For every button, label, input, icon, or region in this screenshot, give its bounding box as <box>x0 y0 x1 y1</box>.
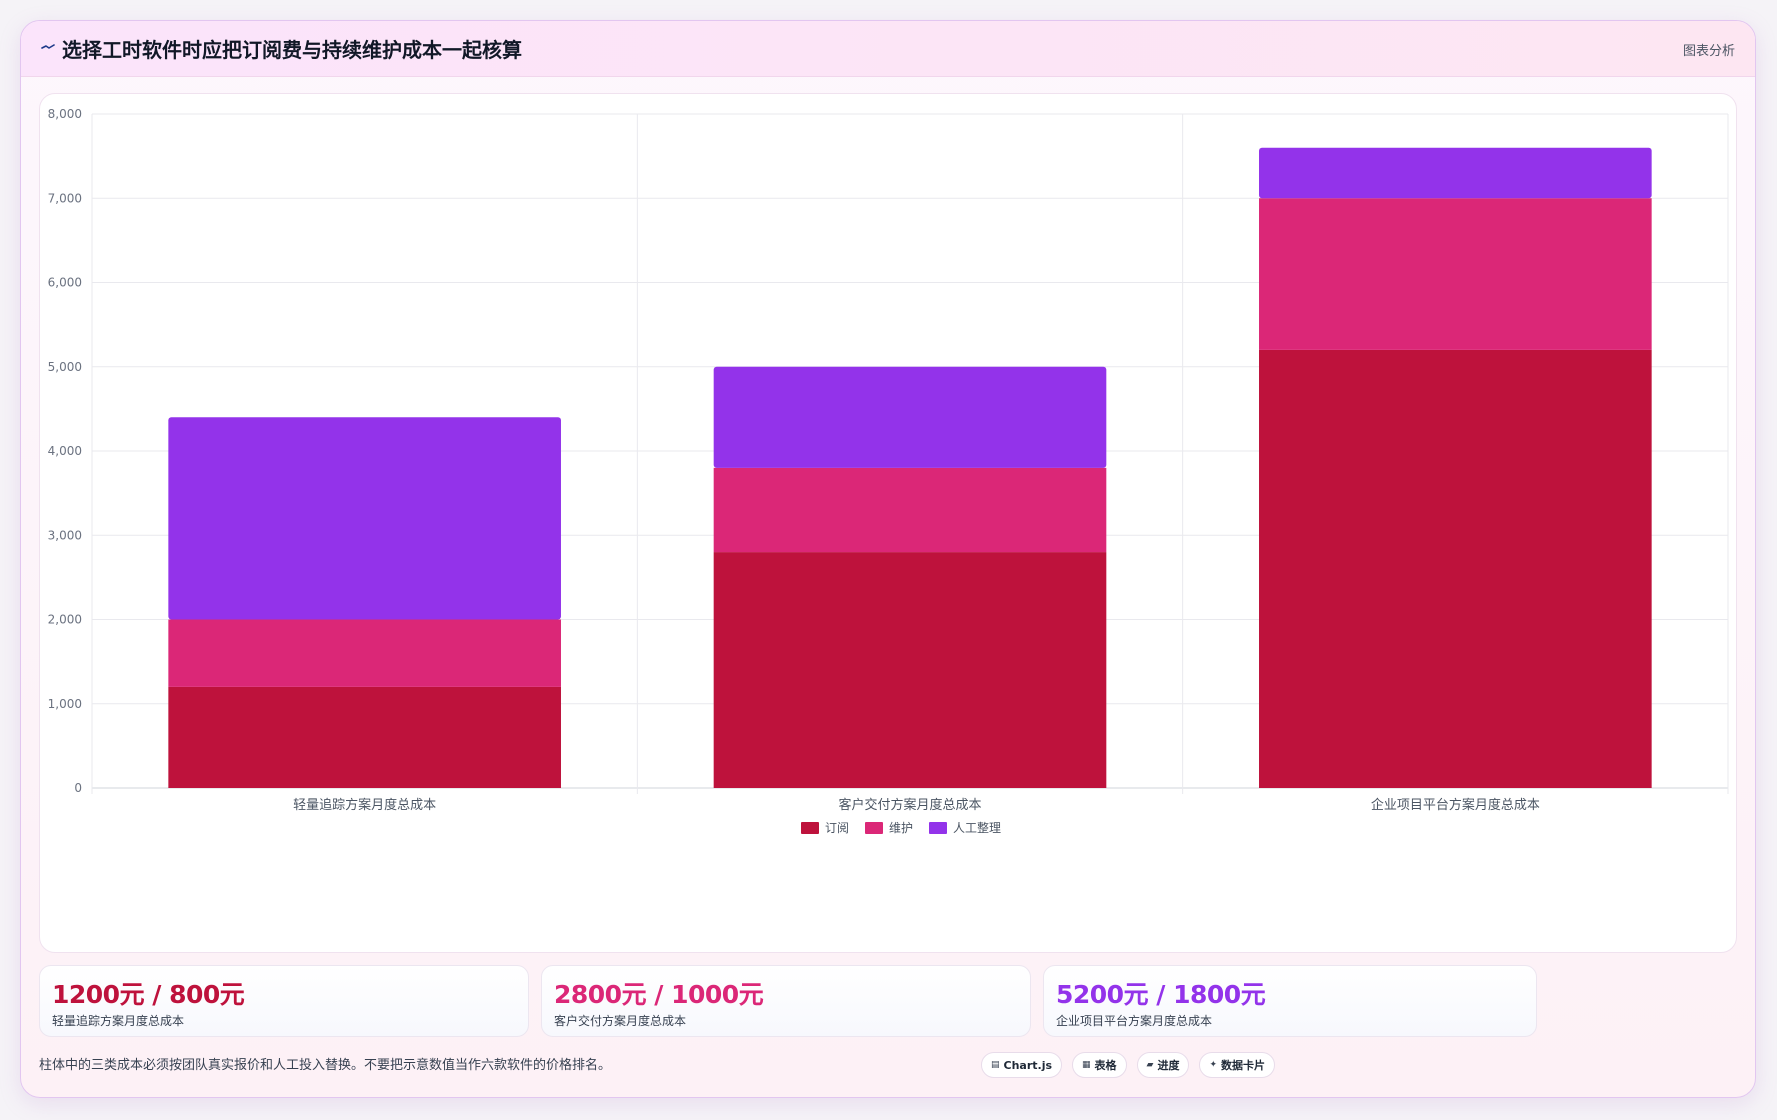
y-tick-label: 4,000 <box>48 444 82 458</box>
bar-segment <box>1259 147 1652 199</box>
legend-swatch <box>929 822 947 834</box>
view-chips: ▤ Chart.js ▦ 表格 ▰ 进度 ✦ 数据卡片 <box>981 1052 1276 1078</box>
y-tick-label: 2,000 <box>48 613 82 627</box>
chart-panel: 0 1,000 2,000 3,000 4,000 5,000 6,000 7,000 8,00… <box>39 93 1737 953</box>
y-tick-label: 3,000 <box>48 528 82 542</box>
progress-icon: ▰ <box>1146 1060 1154 1070</box>
chip-label: 表格 <box>1094 1059 1117 1072</box>
kpi-value: 5200元 / 1800元 <box>1056 980 1266 1009</box>
kpi-label: 企业项目平台方案月度总成本 <box>1056 1014 1213 1028</box>
chip-label: 数据卡片 <box>1221 1059 1266 1072</box>
y-tick-label: 5,000 <box>48 360 82 374</box>
chip-label: Chart.js <box>1003 1058 1053 1072</box>
y-tick-label: 1,000 <box>48 697 82 711</box>
bar-segment <box>168 686 561 788</box>
bar-segment <box>713 467 1107 553</box>
chart-analysis-tag: 图表分析 <box>1682 44 1735 59</box>
bar-segment <box>713 366 1107 468</box>
table-icon: ▦ <box>1082 1060 1091 1070</box>
trend-line-icon <box>41 44 55 49</box>
kpi-label: 轻量追踪方案月度总成本 <box>52 1014 185 1028</box>
y-tick-label: 7,000 <box>48 191 82 205</box>
y-tick-label: 8,000 <box>48 107 82 121</box>
bar-segment <box>168 619 561 687</box>
legend-label: 订阅 <box>825 821 849 835</box>
y-tick-label: 6,000 <box>48 276 82 290</box>
chart-card: 选择工时软件时应把订阅费与持续维护成本一起核算 图表分析 0 1,000 2,000… <box>20 20 1756 1098</box>
kpi-card-delivery: 2800元 / 1000元 客户交付方案月度总成本 <box>541 965 1031 1037</box>
chip-progress[interactable]: ▰ 进度 <box>1136 1052 1190 1078</box>
chip-chartjs[interactable]: ▤ Chart.js <box>981 1052 1063 1078</box>
card-header: 选择工时软件时应把订阅费与持续维护成本一起核算 图表分析 <box>21 21 1755 77</box>
footnote: 柱体中的三类成本必须按团队真实报价和人工投入替换。不要把示意数值当作六款软件的价… <box>39 1058 612 1073</box>
bar-segment <box>1259 349 1652 788</box>
sparkle-icon: ✦ <box>1209 1060 1218 1070</box>
x-tick-label: 轻量追踪方案月度总成本 <box>293 797 436 813</box>
bar-segment <box>713 552 1107 788</box>
bar-segment <box>1259 198 1652 350</box>
kpi-card-enterprise: 5200元 / 1800元 企业项目平台方案月度总成本 <box>1043 965 1537 1037</box>
kpi-value: 1200元 / 800元 <box>52 980 245 1009</box>
kpi-card-light: 1200元 / 800元 轻量追踪方案月度总成本 <box>39 965 529 1037</box>
x-tick-label: 企业项目平台方案月度总成本 <box>1371 797 1540 813</box>
bar-segment <box>168 417 561 620</box>
chip-label: 进度 <box>1157 1059 1180 1072</box>
page-title: 选择工时软件时应把订阅费与持续维护成本一起核算 <box>62 38 522 62</box>
x-tick-label: 客户交付方案月度总成本 <box>838 797 981 813</box>
chart-icon: ▤ <box>991 1060 1000 1070</box>
y-tick-label: 0 <box>74 781 82 795</box>
chip-table[interactable]: ▦ 表格 <box>1072 1052 1127 1078</box>
kpi-label: 客户交付方案月度总成本 <box>554 1014 687 1028</box>
legend-label: 维护 <box>889 821 913 835</box>
chip-data-cards[interactable]: ✦ 数据卡片 <box>1199 1052 1276 1078</box>
kpi-value: 2800元 / 1000元 <box>554 980 764 1009</box>
stacked-bar-chart: 0 1,000 2,000 3,000 4,000 5,000 6,000 7,000 8,00… <box>48 107 1729 835</box>
legend-swatch <box>865 822 883 834</box>
legend-label: 人工整理 <box>953 820 1001 835</box>
legend-swatch <box>801 822 819 834</box>
